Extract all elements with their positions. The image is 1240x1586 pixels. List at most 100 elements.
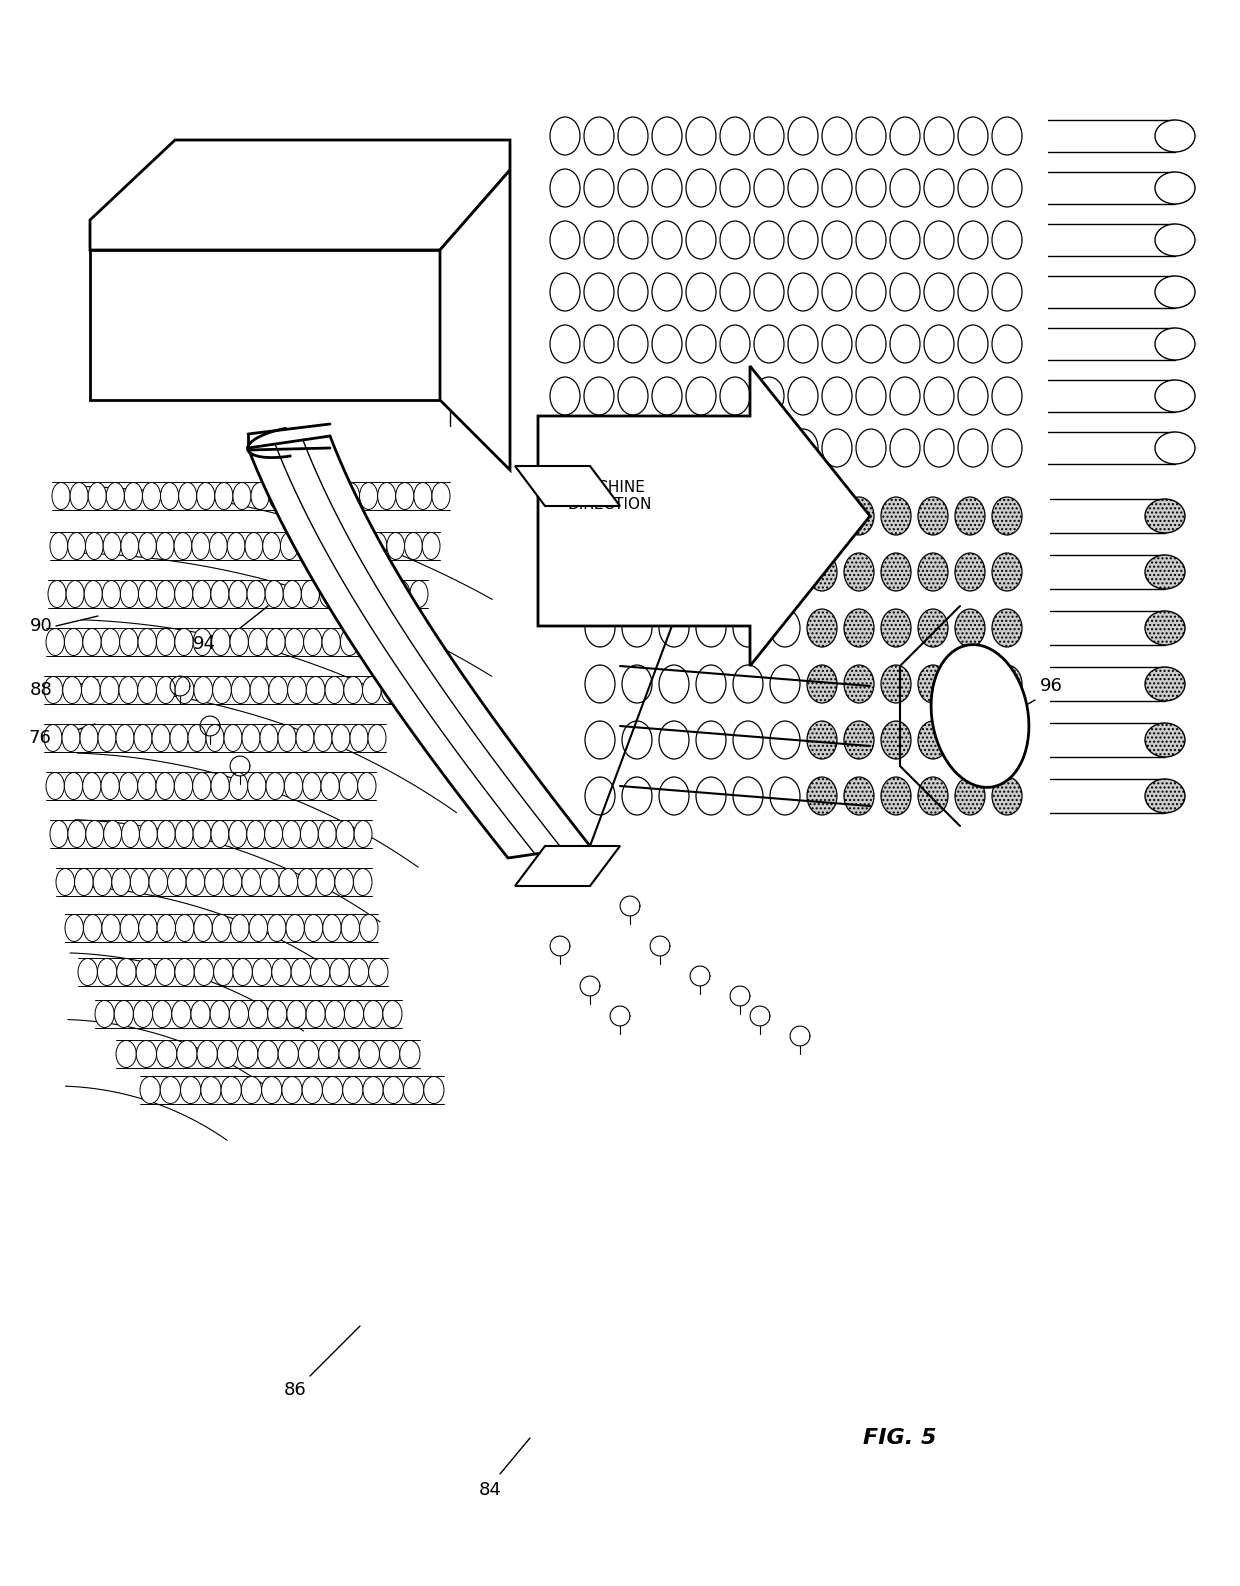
Ellipse shape [278, 725, 296, 752]
Ellipse shape [238, 1040, 258, 1067]
Ellipse shape [250, 677, 269, 704]
Ellipse shape [787, 273, 818, 311]
Ellipse shape [383, 1077, 403, 1104]
Ellipse shape [279, 869, 298, 896]
Ellipse shape [992, 377, 1022, 416]
Ellipse shape [696, 554, 725, 592]
Ellipse shape [74, 869, 93, 896]
Ellipse shape [992, 609, 1022, 647]
Ellipse shape [584, 117, 614, 155]
Ellipse shape [334, 533, 351, 560]
Ellipse shape [1145, 779, 1185, 814]
Ellipse shape [618, 170, 649, 208]
Ellipse shape [213, 958, 233, 985]
Ellipse shape [622, 496, 652, 534]
Ellipse shape [210, 533, 227, 560]
Text: 96: 96 [1040, 677, 1063, 695]
Ellipse shape [955, 554, 985, 592]
Ellipse shape [341, 628, 358, 655]
Ellipse shape [153, 725, 170, 752]
Ellipse shape [622, 722, 652, 760]
Ellipse shape [138, 677, 156, 704]
Ellipse shape [1145, 723, 1185, 757]
Ellipse shape [342, 1077, 363, 1104]
Ellipse shape [149, 869, 167, 896]
Ellipse shape [221, 1077, 242, 1104]
Ellipse shape [992, 722, 1022, 760]
Ellipse shape [265, 580, 283, 607]
Ellipse shape [288, 677, 306, 704]
Ellipse shape [119, 772, 138, 799]
Ellipse shape [686, 220, 715, 259]
Ellipse shape [992, 777, 1022, 815]
Ellipse shape [959, 220, 988, 259]
Ellipse shape [52, 482, 71, 509]
Ellipse shape [62, 725, 81, 752]
Ellipse shape [959, 170, 988, 208]
Ellipse shape [167, 869, 186, 896]
Ellipse shape [807, 777, 837, 815]
Ellipse shape [770, 554, 800, 592]
Ellipse shape [181, 1077, 201, 1104]
Ellipse shape [686, 170, 715, 208]
Ellipse shape [410, 580, 428, 607]
Ellipse shape [844, 722, 874, 760]
Ellipse shape [188, 725, 206, 752]
Ellipse shape [283, 580, 301, 607]
Ellipse shape [322, 628, 341, 655]
Ellipse shape [414, 482, 432, 509]
Ellipse shape [992, 170, 1022, 208]
Ellipse shape [924, 117, 954, 155]
Ellipse shape [720, 273, 750, 311]
Ellipse shape [66, 580, 84, 607]
Ellipse shape [247, 820, 264, 847]
Ellipse shape [267, 772, 284, 799]
Ellipse shape [107, 482, 124, 509]
Ellipse shape [720, 325, 750, 363]
Ellipse shape [156, 580, 175, 607]
Polygon shape [515, 466, 620, 506]
Ellipse shape [229, 628, 248, 655]
Ellipse shape [64, 772, 83, 799]
Ellipse shape [263, 533, 280, 560]
Ellipse shape [341, 915, 360, 942]
Ellipse shape [424, 1077, 444, 1104]
Ellipse shape [754, 117, 784, 155]
Ellipse shape [618, 273, 649, 311]
Ellipse shape [175, 580, 192, 607]
Ellipse shape [754, 428, 784, 466]
Ellipse shape [305, 482, 324, 509]
Ellipse shape [955, 496, 985, 534]
Ellipse shape [924, 325, 954, 363]
Ellipse shape [360, 482, 378, 509]
Ellipse shape [100, 677, 119, 704]
Ellipse shape [50, 533, 68, 560]
Ellipse shape [193, 677, 212, 704]
Ellipse shape [686, 117, 715, 155]
Ellipse shape [233, 958, 253, 985]
Ellipse shape [622, 665, 652, 703]
Ellipse shape [322, 1077, 342, 1104]
Ellipse shape [156, 1040, 177, 1067]
Ellipse shape [992, 665, 1022, 703]
Ellipse shape [278, 1040, 299, 1067]
Ellipse shape [157, 915, 176, 942]
Ellipse shape [754, 377, 784, 416]
Ellipse shape [822, 220, 852, 259]
Ellipse shape [303, 772, 321, 799]
Ellipse shape [122, 533, 139, 560]
Ellipse shape [992, 554, 1022, 592]
Ellipse shape [286, 915, 304, 942]
Ellipse shape [423, 533, 440, 560]
Ellipse shape [404, 533, 423, 560]
Ellipse shape [195, 958, 213, 985]
Ellipse shape [955, 665, 985, 703]
Ellipse shape [102, 628, 119, 655]
Ellipse shape [332, 725, 350, 752]
Ellipse shape [787, 325, 818, 363]
Ellipse shape [298, 869, 316, 896]
Ellipse shape [618, 117, 649, 155]
Ellipse shape [955, 609, 985, 647]
Ellipse shape [227, 533, 246, 560]
Ellipse shape [304, 628, 322, 655]
